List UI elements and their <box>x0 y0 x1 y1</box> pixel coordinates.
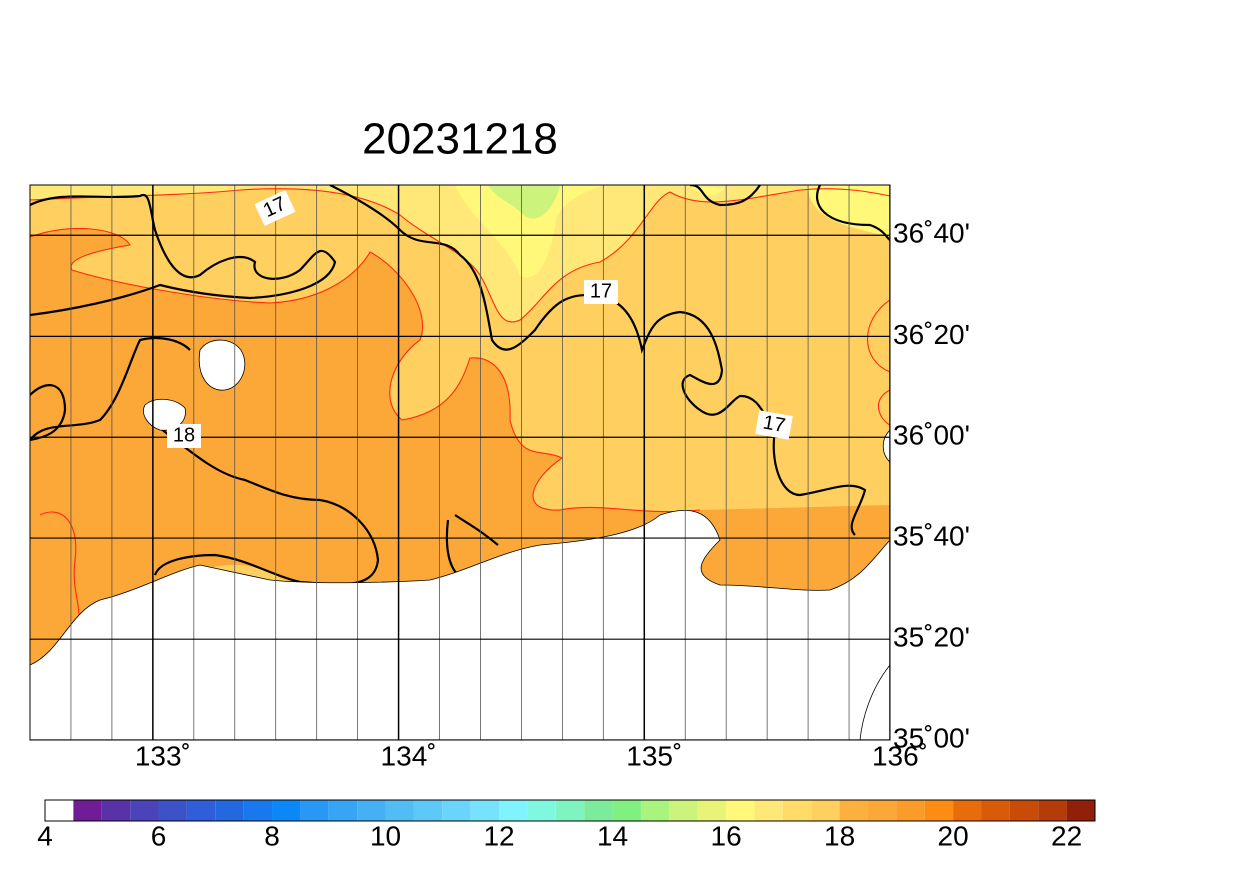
color-box <box>73 800 102 821</box>
color-box <box>612 800 641 821</box>
color-box <box>1066 800 1095 821</box>
color-box <box>470 800 500 821</box>
lat-label: 35˚40' <box>893 520 970 551</box>
lon-label: 136˚ <box>872 740 928 771</box>
color-box <box>101 800 131 821</box>
label-box <box>584 280 618 304</box>
colorbar-label: 14 <box>597 820 628 851</box>
color-box <box>726 800 755 821</box>
color-box <box>45 800 74 821</box>
color-box <box>754 800 783 821</box>
colorbar-label: 12 <box>483 820 514 851</box>
lat-label: 36˚00' <box>893 420 970 451</box>
color-box <box>896 800 925 821</box>
land <box>30 509 890 740</box>
sea-cold <box>488 185 560 219</box>
lon-label: 133˚ <box>135 740 191 771</box>
color-box <box>811 800 840 821</box>
contour <box>329 185 867 536</box>
colorbar-label: 20 <box>938 820 969 851</box>
label-box <box>755 410 793 440</box>
color-box <box>867 800 897 821</box>
contour-label: 17 <box>761 412 787 438</box>
color-box <box>215 800 244 821</box>
color-box <box>1009 800 1039 821</box>
color-box <box>328 800 358 821</box>
colorbar-label: 22 <box>1051 820 1082 851</box>
lat-label: 35˚00' <box>893 722 970 753</box>
map-title: 20231218 <box>362 115 558 164</box>
contour-label: 17 <box>590 280 612 302</box>
colorbar-label: 10 <box>370 820 401 851</box>
lat-label: 36˚40' <box>893 218 970 249</box>
color-box <box>555 800 585 821</box>
color-box <box>357 800 386 821</box>
colorbar: 4 6 8 10 12 14 16 18 20 22 <box>37 799 1096 851</box>
lon-label: 134˚ <box>381 740 437 771</box>
lat-label: 35˚20' <box>893 622 970 653</box>
color-box <box>442 800 471 821</box>
color-box <box>981 800 1010 821</box>
color-box <box>300 800 329 821</box>
color-box <box>839 800 868 821</box>
sea-mid <box>30 185 890 512</box>
isotherm <box>30 188 890 323</box>
colorbar-label: 16 <box>711 820 742 851</box>
contour <box>689 185 890 242</box>
contour <box>30 193 337 317</box>
island <box>198 339 246 391</box>
colorbar-label: 6 <box>151 820 167 851</box>
color-box <box>697 800 727 821</box>
label-box <box>254 189 296 227</box>
colorbar-label: 18 <box>824 820 855 851</box>
color-box <box>243 800 273 821</box>
color-box <box>640 800 670 821</box>
color-box <box>499 800 528 821</box>
color-box <box>272 800 301 821</box>
lat-label: 36˚20' <box>893 319 970 350</box>
color-box <box>186 800 216 821</box>
color-box <box>158 800 187 821</box>
map-frame <box>29 184 891 741</box>
colorbar-label: 4 <box>37 820 53 851</box>
graticule <box>30 185 890 740</box>
sst-field <box>30 185 890 740</box>
lon-label: 135˚ <box>626 740 682 771</box>
color-box <box>130 800 159 821</box>
colorbar-frame <box>44 799 1096 822</box>
color-box <box>924 800 954 821</box>
color-box <box>413 800 443 821</box>
color-box <box>584 800 613 821</box>
contour-label: 18 <box>173 424 195 446</box>
color-box <box>1038 800 1067 821</box>
color-box <box>953 800 982 821</box>
color-box <box>782 800 812 821</box>
colorbar-label: 8 <box>264 820 280 851</box>
label-box <box>167 424 201 448</box>
color-box <box>527 800 556 821</box>
color-box <box>669 800 698 821</box>
color-box <box>385 800 414 821</box>
contour-labels: 17 17 17 18 <box>167 189 793 448</box>
